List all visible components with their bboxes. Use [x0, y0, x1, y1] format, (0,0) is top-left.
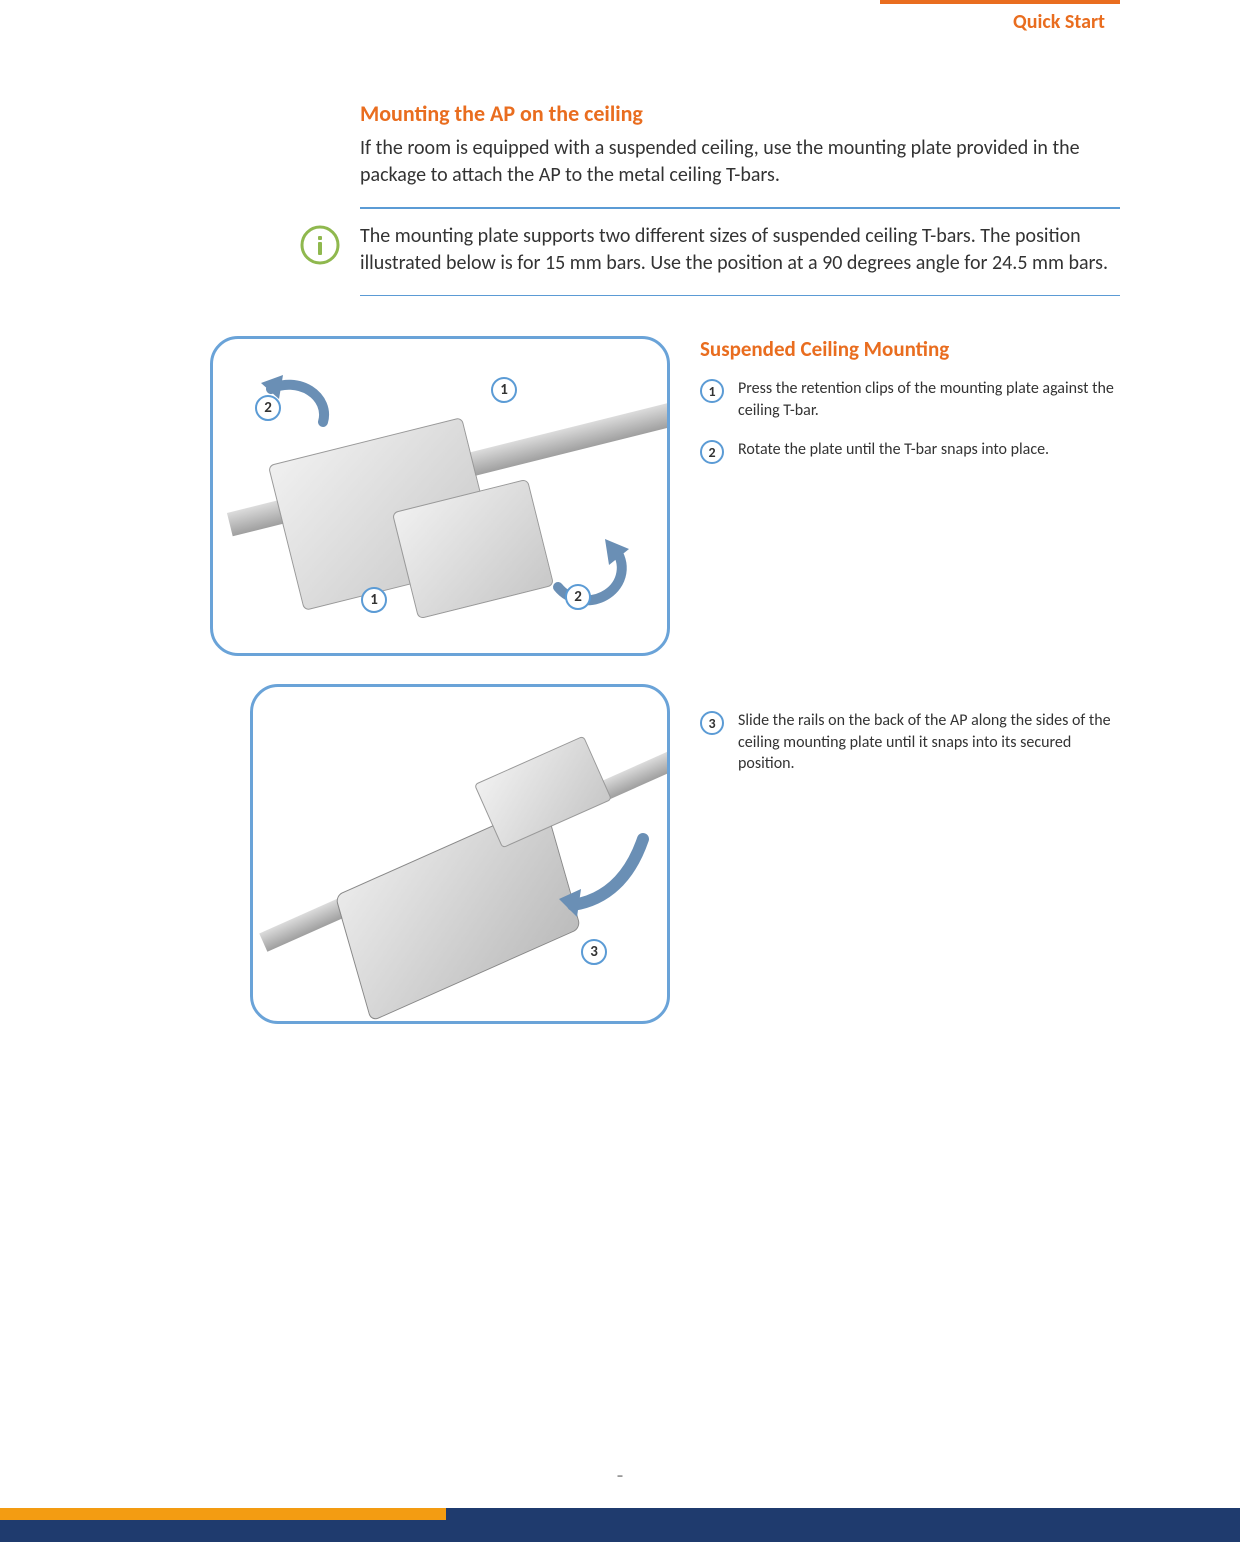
figure-2-text: 3 Slide the rails on the back of the AP …: [670, 684, 1130, 1024]
figure-callout: 2: [565, 584, 591, 610]
step-number: 1: [700, 379, 724, 403]
figure-callout: 2: [255, 395, 281, 421]
figure-callout: 1: [361, 587, 387, 613]
step-3: 3 Slide the rails on the back of the AP …: [700, 710, 1130, 775]
step-2: 2 Rotate the plate until the T-bar snaps…: [700, 439, 1130, 464]
header-label: Quick Start: [1013, 10, 1105, 34]
figure-row-1: 1 2 1 2 Suspended Ceiling Mounting 1 Press …: [0, 336, 1240, 656]
figure-row-2: 3 3 Slide the rails on the back of the A…: [0, 684, 1240, 1024]
step-number: 2: [700, 440, 724, 464]
figure-callout: 1: [491, 377, 517, 403]
step-text: Rotate the plate until the T-bar snaps i…: [738, 439, 1130, 461]
figure-2: 3: [250, 684, 670, 1024]
page-number: –: [617, 1467, 624, 1484]
subheading: Suspended Ceiling Mounting: [700, 336, 1130, 362]
figure-1: 1 2 1 2: [210, 336, 670, 656]
info-text: The mounting plate supports two differen…: [360, 223, 1120, 277]
page-footer: [0, 1508, 1240, 1554]
page-header: Quick Start: [0, 0, 1240, 30]
slide-arrow-icon: [553, 827, 663, 917]
footer-orange-bar: [0, 1508, 446, 1520]
step-number: 3: [700, 711, 724, 735]
page-content: Mounting the AP on the ceiling If the ro…: [0, 100, 1240, 1024]
intro-text: If the room is equipped with a suspended…: [360, 135, 1120, 189]
info-icon: [300, 225, 348, 270]
figure-1-text: Suspended Ceiling Mounting 1 Press the r…: [670, 336, 1130, 656]
figure-callout: 3: [581, 939, 607, 965]
header-accent-bar: [880, 0, 1120, 4]
step-text: Press the retention clips of the mountin…: [738, 378, 1130, 421]
info-callout: The mounting plate supports two differen…: [300, 223, 1120, 277]
step-text: Slide the rails on the back of the AP al…: [738, 710, 1130, 775]
divider-bottom: [360, 295, 1120, 296]
section-title: Mounting the AP on the ceiling: [360, 100, 1240, 127]
step-1: 1 Press the retention clips of the mount…: [700, 378, 1130, 421]
divider-top: [360, 207, 1120, 209]
